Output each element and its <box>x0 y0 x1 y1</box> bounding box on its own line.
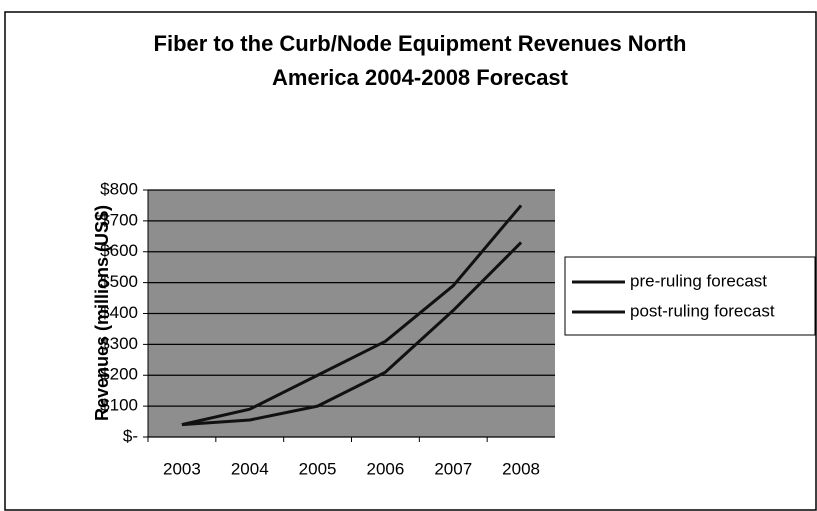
y-tick-label: $700 <box>100 210 138 229</box>
legend-label: post-ruling forecast <box>630 301 775 320</box>
x-tick-label: 2008 <box>502 459 540 478</box>
series-line <box>181 204 523 427</box>
y-tick-label: $800 <box>100 179 138 198</box>
y-tick-label: $500 <box>100 272 138 291</box>
y-tick-label: $600 <box>100 241 138 260</box>
chart-subtitle: America 2004-2008 Forecast <box>272 65 569 90</box>
y-tick-label: $200 <box>100 365 138 384</box>
x-tick-label: 2003 <box>163 459 201 478</box>
y-tick-label: $100 <box>100 396 138 415</box>
x-tick-label: 2007 <box>434 459 472 478</box>
y-tick-label: $400 <box>100 303 138 322</box>
y-tick-label: $- <box>123 426 138 445</box>
x-tick-label: 2006 <box>367 459 405 478</box>
legend-label: pre-ruling forecast <box>630 271 767 290</box>
y-tick-label: $300 <box>100 334 138 353</box>
legend-box <box>564 256 816 336</box>
chart-title: Fiber to the Curb/Node Equipment Revenue… <box>154 31 687 56</box>
x-tick-label: 2005 <box>299 459 337 478</box>
x-tick-label: 2004 <box>231 459 269 478</box>
series-line <box>181 241 523 427</box>
y-axis-label: Revenues (millions (US$) <box>92 205 112 421</box>
